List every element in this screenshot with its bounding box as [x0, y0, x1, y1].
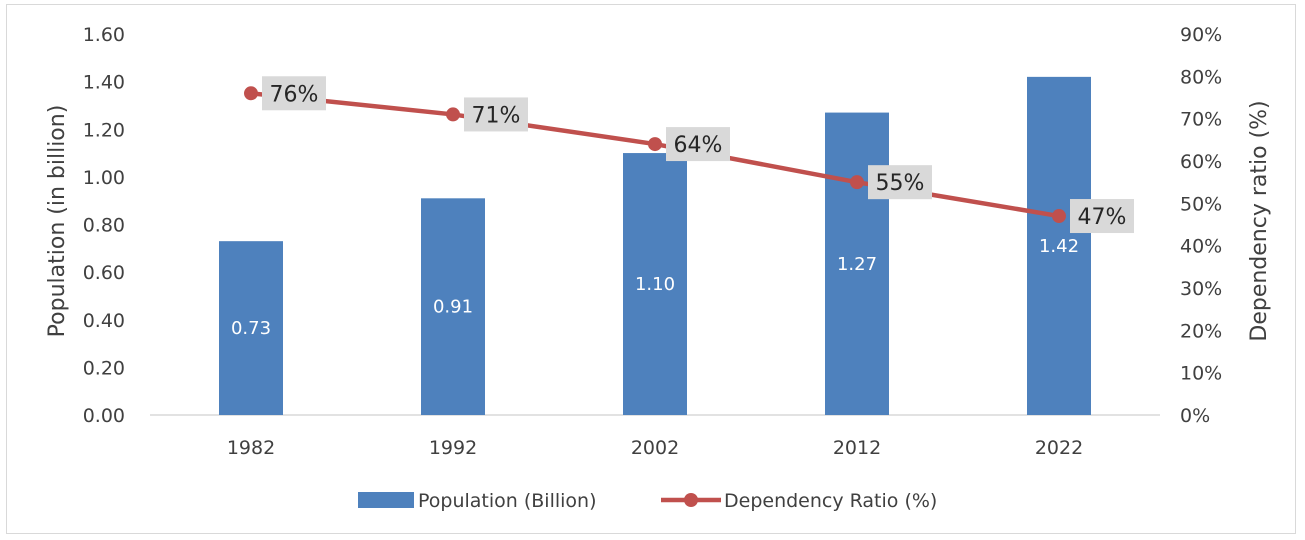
bar [623, 153, 687, 415]
y2-tick-label: 30% [1180, 278, 1222, 300]
legend-swatch-marker [684, 493, 698, 507]
x-tick-label: 2022 [1035, 437, 1083, 459]
x-tick-label: 1982 [227, 437, 275, 459]
line-data-label: 64% [666, 127, 730, 162]
y-tick-label: 1.00 [83, 167, 125, 189]
x-tick-label: 2012 [833, 437, 881, 459]
bar-labels: 0.73 0.91 1.10 1.27 1.42 [231, 236, 1079, 339]
legend-swatch-population [358, 492, 414, 508]
y2-axis-ticks: 0% 10% 20% 30% 40% 50% 60% 70% 80% 90% [1180, 24, 1222, 427]
y2-tick-label: 80% [1180, 66, 1222, 88]
bar-data-label: 1.10 [635, 274, 675, 295]
y2-tick-label: 40% [1180, 236, 1222, 258]
y2-tick-label: 50% [1180, 193, 1222, 215]
y2-tick-label: 70% [1180, 109, 1222, 131]
line-point [244, 86, 258, 101]
y-tick-label: 1.60 [83, 24, 125, 46]
y2-tick-label: 90% [1180, 24, 1222, 46]
y-tick-label: 0.60 [83, 262, 125, 284]
x-tick-label: 1992 [429, 437, 477, 459]
x-tick-label: 2002 [631, 437, 679, 459]
bar [421, 198, 485, 415]
bar [825, 112, 889, 416]
line-data-label: 55% [868, 165, 932, 200]
bar [1027, 76, 1091, 416]
y-tick-label: 0.80 [83, 215, 125, 237]
y-axis-title: Population (in billion) [45, 105, 70, 338]
line-data-label: 71% [464, 97, 528, 132]
line-point [648, 137, 662, 152]
bar [219, 241, 283, 415]
y2-tick-label: 20% [1180, 320, 1222, 342]
bar-data-label: 1.27 [837, 254, 877, 275]
line-label-text: 55% [876, 171, 925, 196]
y2-axis-title: Dependency ratio (%) [1247, 100, 1272, 341]
line-data-label: 76% [262, 76, 326, 111]
y-tick-label: 0.00 [83, 405, 125, 427]
y-tick-label: 0.40 [83, 310, 125, 332]
legend: Population (Billion) Dependency Ratio (%) [358, 490, 937, 512]
label-box [666, 127, 730, 162]
label-box [1070, 199, 1134, 234]
bars [219, 76, 1091, 416]
label-box [464, 97, 528, 132]
bar-data-label: 0.91 [433, 297, 473, 318]
bar-data-label: 1.42 [1039, 236, 1079, 257]
y-tick-label: 1.20 [83, 119, 125, 141]
legend-label-dependency: Dependency Ratio (%) [724, 490, 937, 512]
line-data-label: 47% [1070, 199, 1134, 234]
line-label-text: 71% [472, 103, 521, 128]
y2-tick-label: 10% [1180, 363, 1222, 385]
line-label-text: 47% [1078, 205, 1127, 230]
legend-label-population: Population (Billion) [418, 490, 597, 512]
line-point [446, 107, 460, 122]
y2-tick-label: 0% [1180, 405, 1210, 427]
line-label-text: 76% [270, 82, 319, 107]
bar-data-label: 0.73 [231, 318, 271, 339]
line-labels: 76% 71% 64% 55% 47% [262, 76, 1134, 234]
y-tick-label: 0.20 [83, 357, 125, 379]
line-point [1052, 209, 1066, 224]
line-point [850, 175, 864, 190]
y-axis-ticks: 0.00 0.20 0.40 0.60 0.80 1.00 1.20 1.40 1.60 [83, 24, 125, 427]
y2-tick-label: 60% [1180, 151, 1222, 173]
label-box [262, 76, 326, 111]
label-box [868, 165, 932, 200]
x-axis-ticks: 1982 1992 2002 2012 2022 [227, 437, 1083, 459]
y-tick-label: 1.40 [83, 72, 125, 94]
line-label-text: 64% [674, 133, 723, 158]
